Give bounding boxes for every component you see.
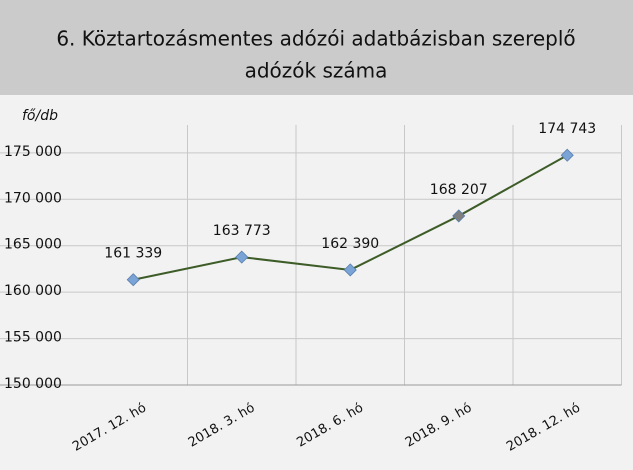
marker (126, 273, 140, 287)
marker (560, 148, 574, 162)
chart-title: adózók száma (245, 59, 388, 83)
data-label: 168 207 (430, 182, 488, 198)
y-axis-label: fő/db (22, 108, 58, 124)
y-tick-label: 150 000 (4, 376, 62, 392)
data-label: 174 743 (538, 121, 596, 137)
data-label: 161 339 (104, 246, 162, 262)
marker (452, 209, 466, 223)
data-label: 163 773 (213, 223, 271, 239)
y-tick-label: 175 000 (4, 144, 62, 160)
marker (343, 263, 357, 277)
data-label: 162 390 (321, 236, 379, 252)
marker (235, 250, 249, 264)
y-tick-label: 160 000 (4, 283, 62, 299)
y-tick-label: 155 000 (4, 330, 62, 346)
chart-title: 6. Köztartozásmentes adózói adatbázisban… (56, 27, 575, 51)
y-tick-label: 170 000 (4, 190, 62, 206)
y-tick-label: 165 000 (4, 237, 62, 253)
title-band (0, 0, 633, 95)
